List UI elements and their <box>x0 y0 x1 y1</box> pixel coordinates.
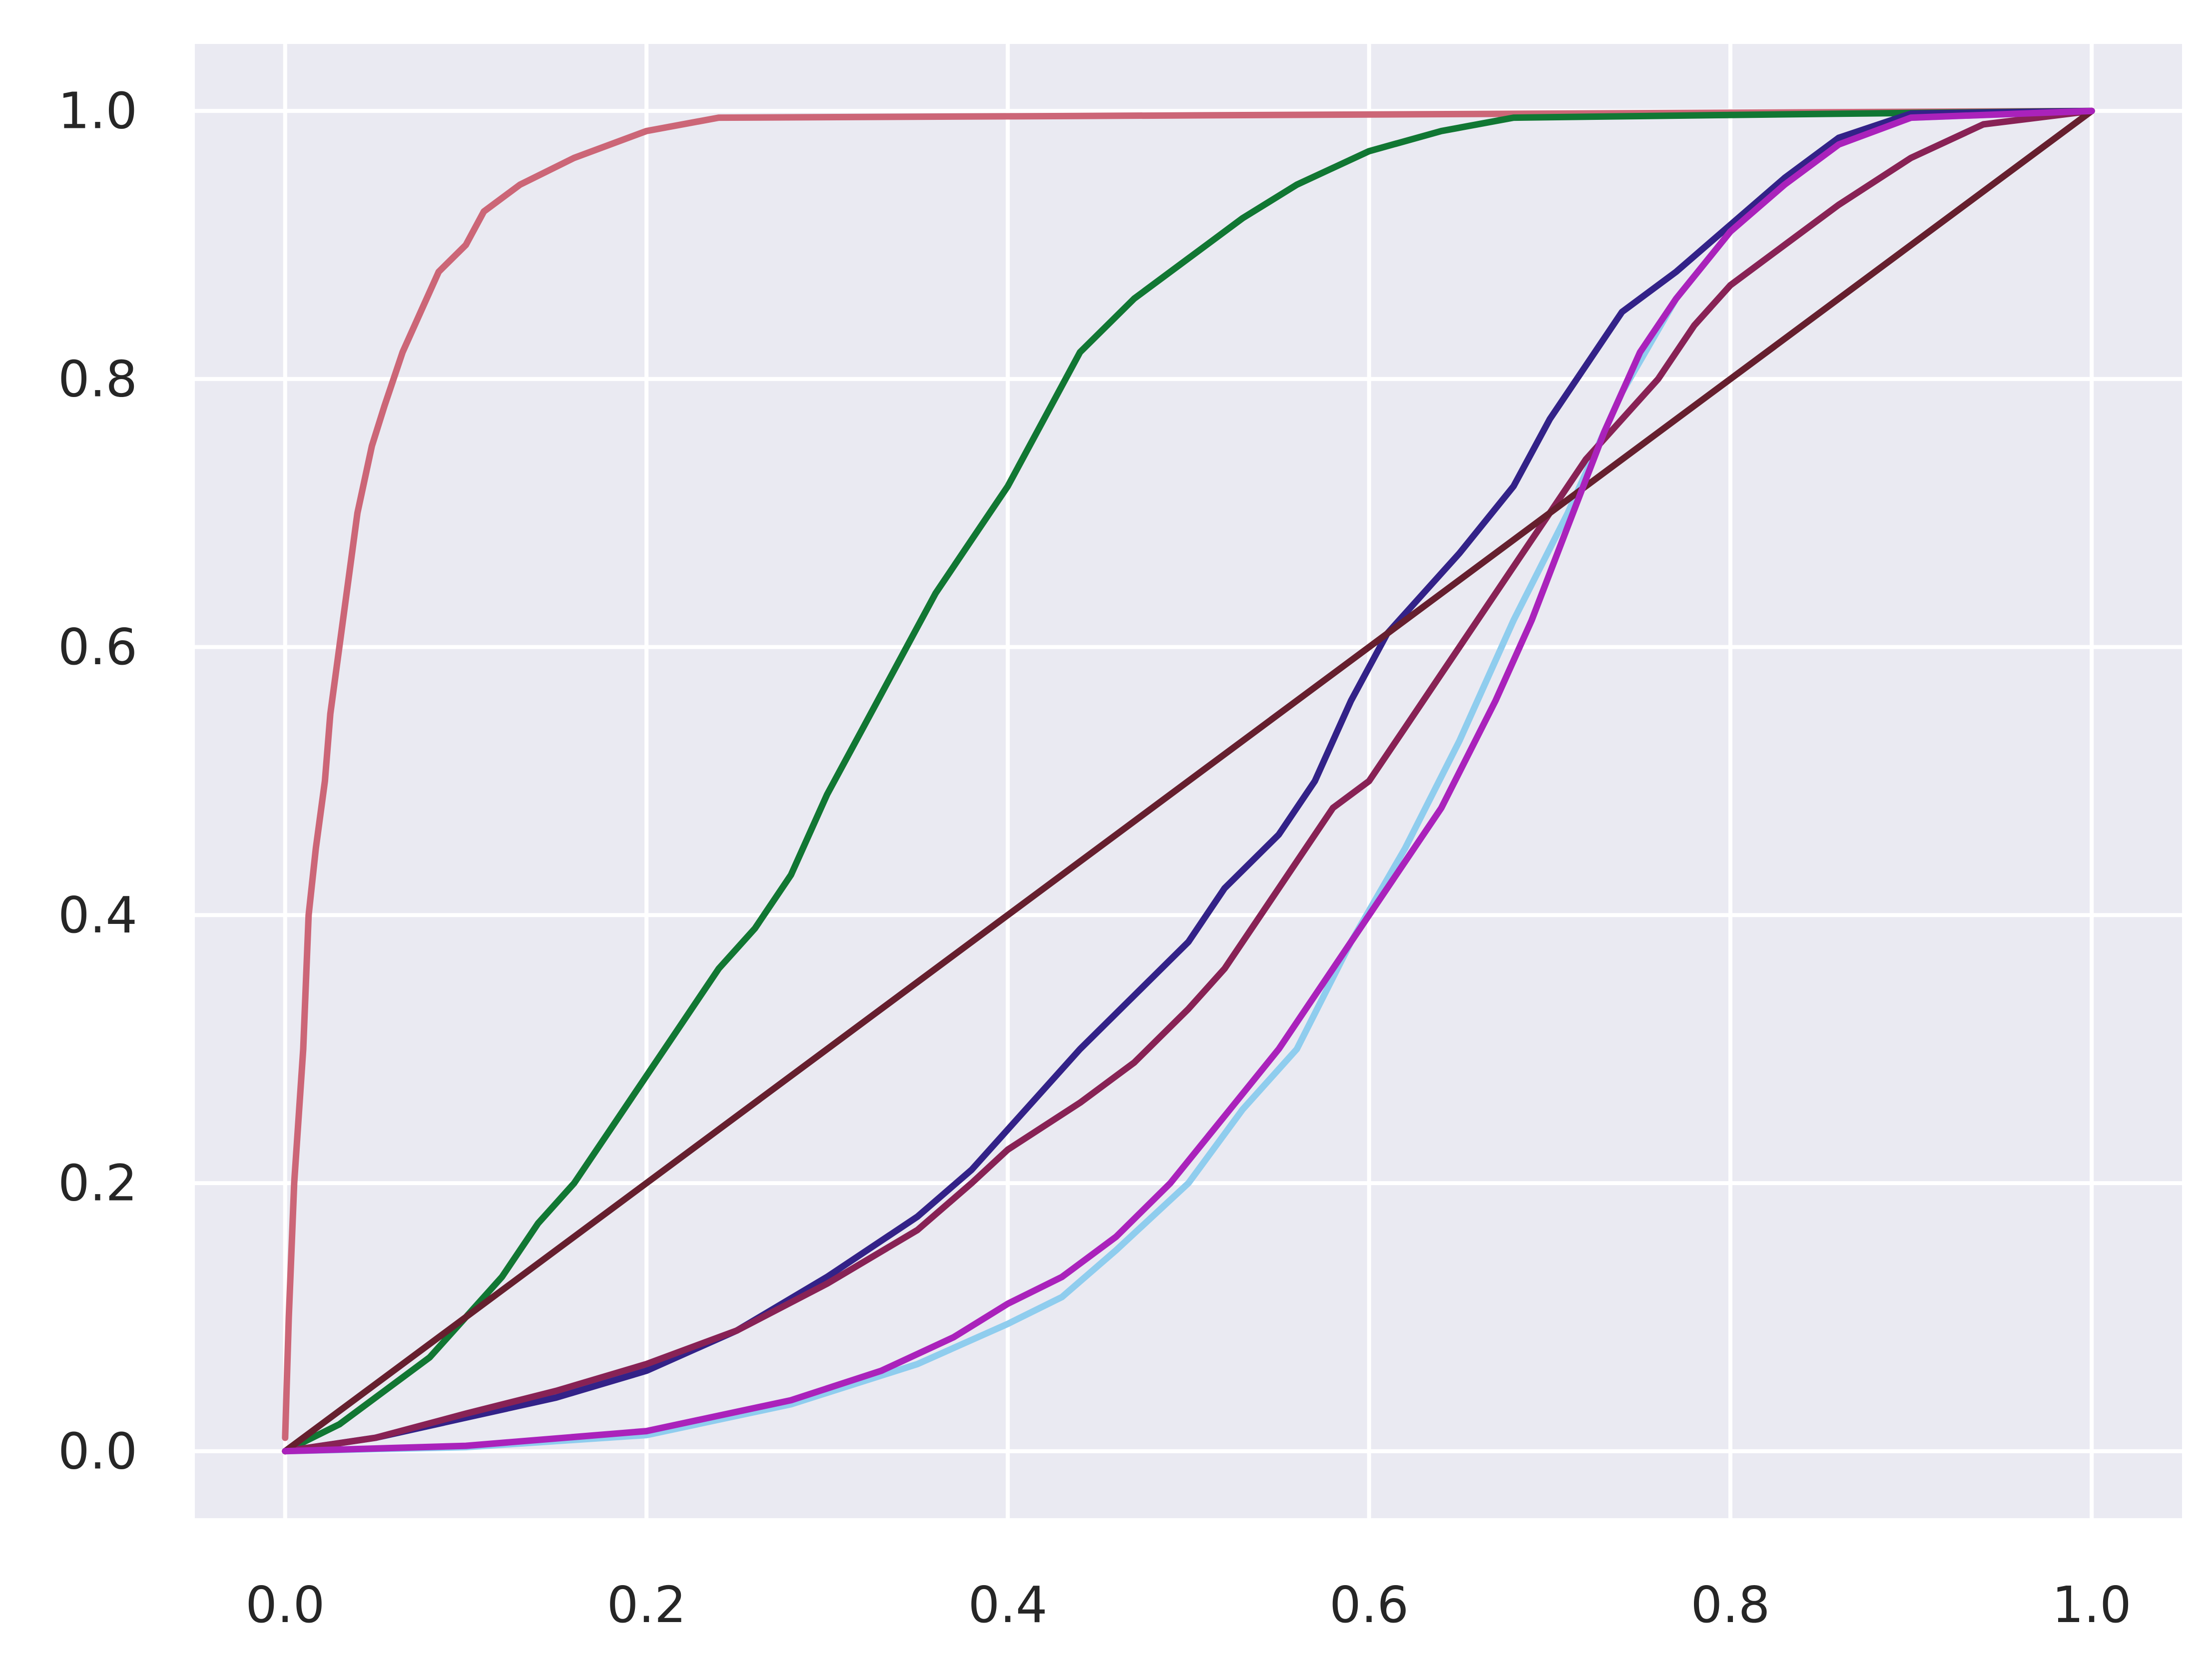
y-tick-label: 0.6 <box>58 618 137 676</box>
y-tick-label: 0.0 <box>58 1422 137 1480</box>
x-tick-label: 0.2 <box>607 1576 686 1634</box>
series-line-2 <box>282 107 2095 1441</box>
x-tick-label: 0.0 <box>245 1576 325 1634</box>
x-tick-label: 1.0 <box>2052 1576 2132 1634</box>
y-tick-labels: 0.0 0.2 0.4 0.6 0.8 1.0 <box>58 82 137 1481</box>
y-tick-label: 0.8 <box>58 350 137 408</box>
series-lines <box>282 107 2095 1455</box>
grid-lines <box>195 44 2182 1518</box>
series-line-5 <box>282 107 2095 1455</box>
y-tick-label: 0.4 <box>58 886 137 944</box>
x-tick-labels: 0.0 0.2 0.4 0.6 0.8 1.0 <box>245 1576 2131 1634</box>
series-line-6 <box>282 107 2095 1455</box>
y-tick-label: 0.2 <box>58 1154 137 1213</box>
x-tick-label: 0.6 <box>1329 1576 1409 1634</box>
series-line-3 <box>282 107 2095 1455</box>
series-line-7 <box>282 107 2095 1455</box>
x-tick-label: 0.8 <box>1690 1576 1770 1634</box>
x-tick-label: 0.4 <box>968 1576 1048 1634</box>
y-tick-label: 1.0 <box>58 82 137 140</box>
